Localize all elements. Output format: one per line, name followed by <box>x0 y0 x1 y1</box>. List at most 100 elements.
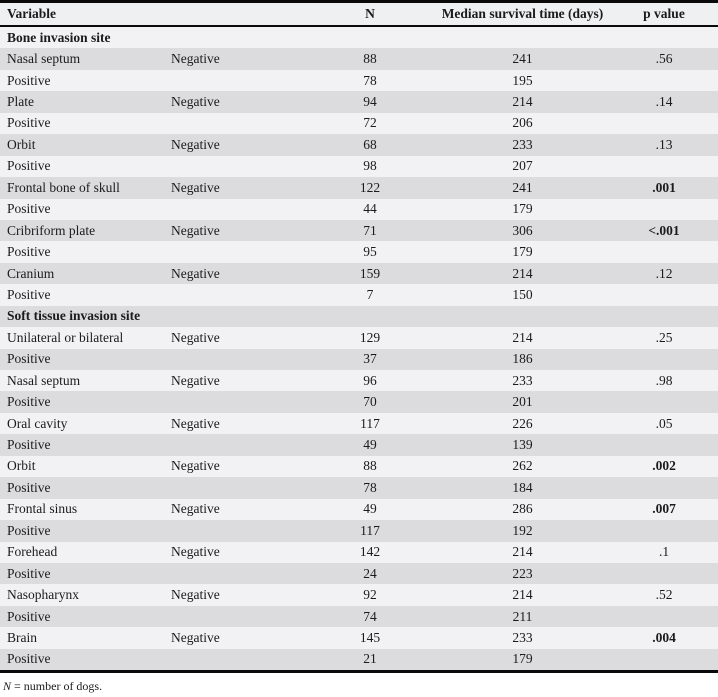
p-value-cell: .52 <box>655 587 673 603</box>
variable-positive-row: Positive 78 184 <box>0 477 718 499</box>
median-cell: 262 <box>512 458 533 474</box>
variable-positive-row: Positive 7 150 <box>0 284 718 306</box>
status-cell: Negative <box>171 629 220 645</box>
status-cell: Negative <box>171 372 220 388</box>
status-cell: Negative <box>171 458 220 474</box>
n-cell: 74 <box>363 608 377 624</box>
variable-positive-row: Positive 21 179 <box>0 648 718 671</box>
variable-positive-row: Positive 117 192 <box>0 520 718 542</box>
variable-positive-row: Positive 49 139 <box>0 434 718 456</box>
variable-cell: Positive <box>7 565 51 581</box>
p-value-cell: .25 <box>655 329 673 345</box>
status-cell: Negative <box>171 179 220 195</box>
n-cell: 24 <box>363 565 377 581</box>
n-cell: 71 <box>363 222 377 238</box>
n-cell: 21 <box>363 651 377 667</box>
variable-cell: Brain <box>7 629 37 645</box>
median-cell: 179 <box>512 201 533 217</box>
status-cell: Negative <box>171 587 220 603</box>
median-cell: 214 <box>512 94 533 110</box>
variable-positive-row: Positive 74 211 <box>0 605 718 628</box>
median-cell: 179 <box>512 651 533 667</box>
variable-cell: Frontal bone of skull <box>7 179 120 195</box>
median-cell: 223 <box>512 565 533 581</box>
median-cell: 184 <box>512 479 533 495</box>
n-cell: 95 <box>363 244 377 260</box>
status-cell: Negative <box>171 544 220 560</box>
median-cell: 206 <box>512 115 533 131</box>
variable-negative-row: Nasal septum Negative 88 241 .56 <box>0 48 718 70</box>
status-cell: Negative <box>171 329 220 345</box>
median-cell: 233 <box>512 372 533 388</box>
variable-negative-row: Forehead Negative 142 214 .1 <box>0 541 718 563</box>
status-cell: Negative <box>171 94 220 110</box>
table-footnote: N = number of dogs. <box>0 673 718 694</box>
p-value-cell: .004 <box>652 629 676 645</box>
section-header-row: Bone invasion site <box>0 27 718 49</box>
p-value-cell: .12 <box>655 265 673 281</box>
n-cell: 37 <box>363 351 377 367</box>
footnote-n-symbol: N <box>3 679 12 694</box>
variable-negative-row: Oral cavity Negative 117 226 .05 <box>0 412 718 435</box>
variable-cell: Plate <box>7 94 34 110</box>
variable-cell: Bone invasion site <box>7 29 111 45</box>
median-cell: 214 <box>512 265 533 281</box>
variable-negative-row: Orbit Negative 68 233 .13 <box>0 134 718 156</box>
variable-cell: Unilateral or bilateral <box>7 329 124 345</box>
n-cell: 142 <box>359 544 381 560</box>
median-cell: 286 <box>512 501 533 517</box>
p-value-cell: .002 <box>652 458 676 474</box>
variable-positive-row: Positive 24 223 <box>0 562 718 585</box>
n-cell: 68 <box>363 136 377 152</box>
variable-cell: Oral cavity <box>7 415 68 431</box>
median-cell: 233 <box>512 629 533 645</box>
variable-negative-row: Orbit Negative 88 262 .002 <box>0 455 718 478</box>
variable-negative-row: Cranium Negative 159 214 .12 <box>0 262 718 285</box>
variable-negative-row: Nasopharynx Negative 92 214 .52 <box>0 584 718 606</box>
n-cell: 96 <box>363 372 377 388</box>
variable-cell: Positive <box>7 72 51 88</box>
n-cell: 7 <box>366 286 374 302</box>
status-cell: Negative <box>171 51 220 67</box>
variable-positive-row: Positive 44 179 <box>0 198 718 220</box>
status-cell: Negative <box>171 265 220 281</box>
variable-cell: Positive <box>7 479 51 495</box>
variable-cell: Cranium <box>7 265 55 281</box>
variable-negative-row: Frontal bone of skull Negative 122 241 .001 <box>0 177 718 199</box>
n-cell: 92 <box>363 587 377 603</box>
median-cell: 241 <box>512 51 533 67</box>
n-cell: 122 <box>359 179 381 195</box>
variable-cell: Positive <box>7 244 51 260</box>
variable-cell: Positive <box>7 437 51 453</box>
variable-negative-row: Plate Negative 94 214 .14 <box>0 91 718 113</box>
header-variable: Variable <box>7 6 57 21</box>
n-cell: 145 <box>359 629 381 645</box>
status-cell: Negative <box>171 415 220 431</box>
n-cell: 70 <box>363 394 377 410</box>
median-cell: 211 <box>512 608 533 624</box>
n-cell: 72 <box>363 115 377 131</box>
n-cell: 129 <box>359 329 381 345</box>
n-cell: 94 <box>363 94 377 110</box>
footnote-text: = number of dogs. <box>11 679 103 694</box>
variable-positive-row: Positive 98 207 <box>0 155 718 178</box>
variable-cell: Positive <box>7 394 51 410</box>
median-cell: 150 <box>512 286 533 302</box>
n-cell: 49 <box>363 437 377 453</box>
variable-positive-row: Positive 37 186 <box>0 348 718 370</box>
n-cell: 159 <box>359 265 381 281</box>
variable-cell: Nasal septum <box>7 372 81 388</box>
status-cell: Negative <box>171 501 220 517</box>
median-cell: 207 <box>512 158 533 174</box>
variable-positive-row: Positive 70 201 <box>0 391 718 413</box>
n-cell: 88 <box>363 51 377 67</box>
p-value-cell: .007 <box>652 501 676 517</box>
variable-cell: Soft tissue invasion site <box>7 308 141 324</box>
variable-negative-row: Cribriform plate Negative 71 306 <.001 <box>0 219 718 242</box>
n-cell: 78 <box>363 479 377 495</box>
median-cell: 226 <box>512 415 533 431</box>
n-cell: 49 <box>363 501 377 517</box>
n-cell: 44 <box>363 201 377 217</box>
variable-negative-row: Unilateral or bilateral Negative 129 214 .25 <box>0 327 718 349</box>
